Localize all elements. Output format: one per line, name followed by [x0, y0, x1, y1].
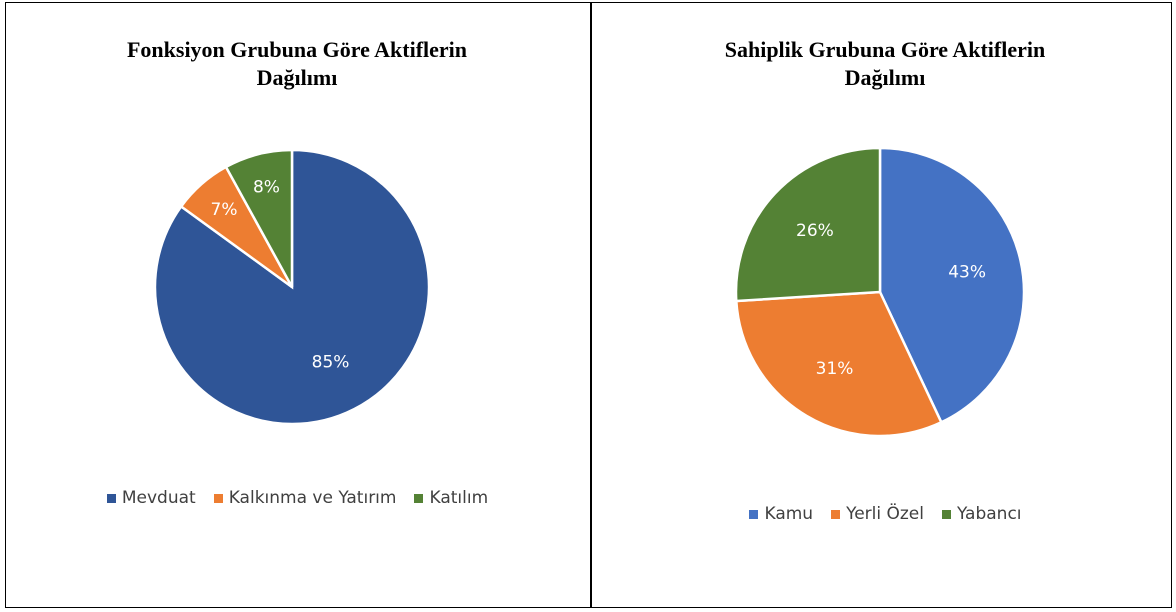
- pie-chart: 43% 31% 26%: [734, 146, 1026, 438]
- chart-panel: Fonksiyon Grubuna Göre Aktiflerin Dağılı…: [5, 0, 590, 612]
- data-label: 8%: [253, 177, 280, 197]
- legend-label: Katılım: [429, 488, 489, 508]
- data-label: 7%: [211, 200, 238, 220]
- legend-item: Yerli Özel: [831, 504, 924, 524]
- legend-item: Kamu: [749, 504, 813, 524]
- chart-title: Sahiplik Grubuna Göre Aktiflerin Dağılım…: [724, 37, 1046, 90]
- legend-swatch: [213, 493, 223, 503]
- data-label: 31%: [816, 359, 854, 379]
- data-label: 43%: [948, 263, 986, 283]
- legend-label: Mevduat: [121, 488, 196, 508]
- legend-swatch: [106, 493, 116, 503]
- legend-item: Yabancı: [942, 504, 1022, 524]
- pie-slice: [734, 290, 943, 438]
- legend: Mevduat Kalkınma ve Yatırım Katılım: [5, 488, 590, 508]
- legend-label: Yerli Özel: [846, 504, 924, 524]
- data-label: 26%: [796, 221, 834, 241]
- data-label: 85%: [312, 353, 350, 373]
- pie-slice: [878, 146, 1026, 424]
- legend-label: Yabancı: [957, 504, 1022, 524]
- frame: [5, 2, 1172, 608]
- chart-panel: Sahiplik Grubuna Göre Aktiflerin Dağılım…: [593, 0, 1176, 612]
- legend: Kamu Yerli Özel Yabancı: [593, 504, 1176, 524]
- legend-swatch: [749, 509, 759, 519]
- pie-chart: 85% 7% 8%: [153, 148, 431, 426]
- pie-slice: [224, 148, 294, 288]
- legend-item: Mevduat: [106, 488, 196, 508]
- legend-swatch: [414, 493, 424, 503]
- legend-item: Kalkınma ve Yatırım: [213, 488, 397, 508]
- divider: [590, 2, 592, 608]
- legend-label: Kalkınma ve Yatırım: [228, 488, 397, 508]
- pie-slice: [734, 146, 882, 303]
- legend-swatch: [942, 509, 951, 519]
- legend-swatch: [831, 509, 841, 519]
- legend-label: Kamu: [764, 504, 814, 524]
- chart-title: Fonksiyon Grubuna Göre Aktiflerin Dağılı…: [126, 37, 468, 90]
- legend-item: Katılım: [414, 488, 488, 508]
